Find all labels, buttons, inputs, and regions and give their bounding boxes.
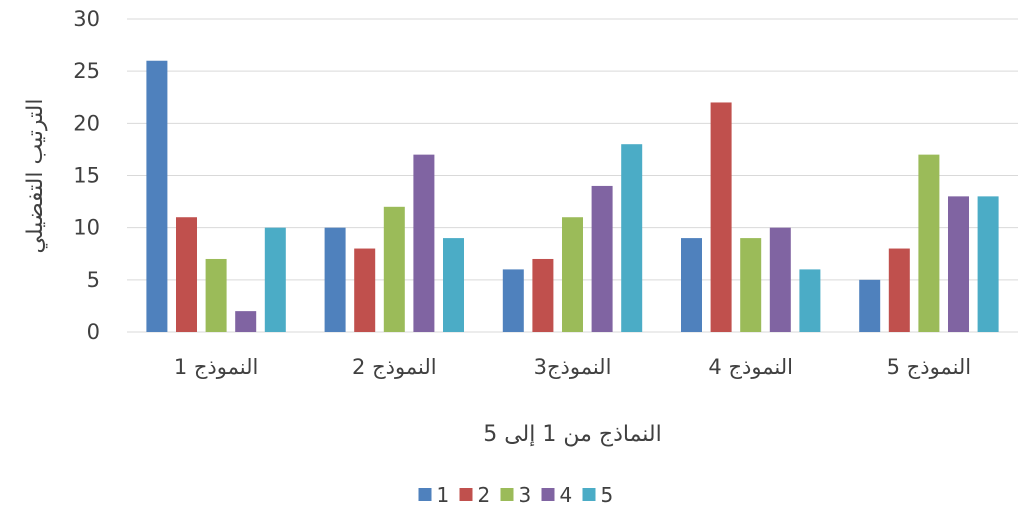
y-tick-label: 20 [73,111,100,135]
y-axis-ticks: 0 5 10 15 20 25 30 [73,7,100,344]
bar [443,238,464,332]
x-tick-label: النموذج 4 [708,355,793,380]
legend-label: 4 [560,483,573,507]
legend: 1 2 3 4 5 [418,483,614,507]
bars-layer [146,60,999,332]
x-axis-ticks: النموذج 1 النموذج 2 النموذج3 النموذج 4 النمو… [174,355,971,380]
bar [681,238,702,332]
y-tick-label: 0 [87,320,100,344]
bar [918,154,940,332]
x-axis-title: النماذج من 1 إلى 5 [483,422,662,447]
legend-label: 5 [601,483,614,507]
x-tick-label: النموذج 5 [887,355,972,380]
bar [591,185,613,332]
y-tick-label: 15 [73,164,100,188]
legend-label: 2 [478,483,491,507]
bar [264,227,286,332]
y-tick-label: 5 [87,268,100,292]
bar [383,206,405,332]
x-tick-label: النموذج3 [534,355,612,380]
y-axis-title: الترتيب التفضيلي [23,99,48,254]
bar [621,144,643,332]
bar [948,196,969,332]
bar [710,102,732,332]
bar [532,258,554,332]
bar [859,279,881,332]
bar [888,248,910,332]
legend-swatch [541,488,555,501]
x-tick-label: النموذج 1 [174,355,259,380]
bar [235,311,257,332]
bar [562,217,583,332]
bar [354,248,376,332]
x-tick-label: النموذج 2 [352,355,437,380]
y-tick-label: 25 [73,59,100,83]
y-tick-label: 10 [73,216,100,240]
legend-swatch [500,488,514,501]
legend-swatch [582,488,596,501]
bar [205,258,227,332]
bar [146,60,168,332]
bar [799,269,821,332]
y-tick-label: 30 [73,7,100,31]
bar [413,154,435,332]
legend-label: 1 [437,483,450,507]
legend-swatch [418,488,432,501]
bar [502,269,524,332]
legend-swatch [459,488,473,501]
bar [740,238,762,332]
bar [324,227,346,332]
bar [977,196,999,332]
bar [176,217,197,332]
bar [769,227,791,332]
legend-label: 3 [519,483,532,507]
